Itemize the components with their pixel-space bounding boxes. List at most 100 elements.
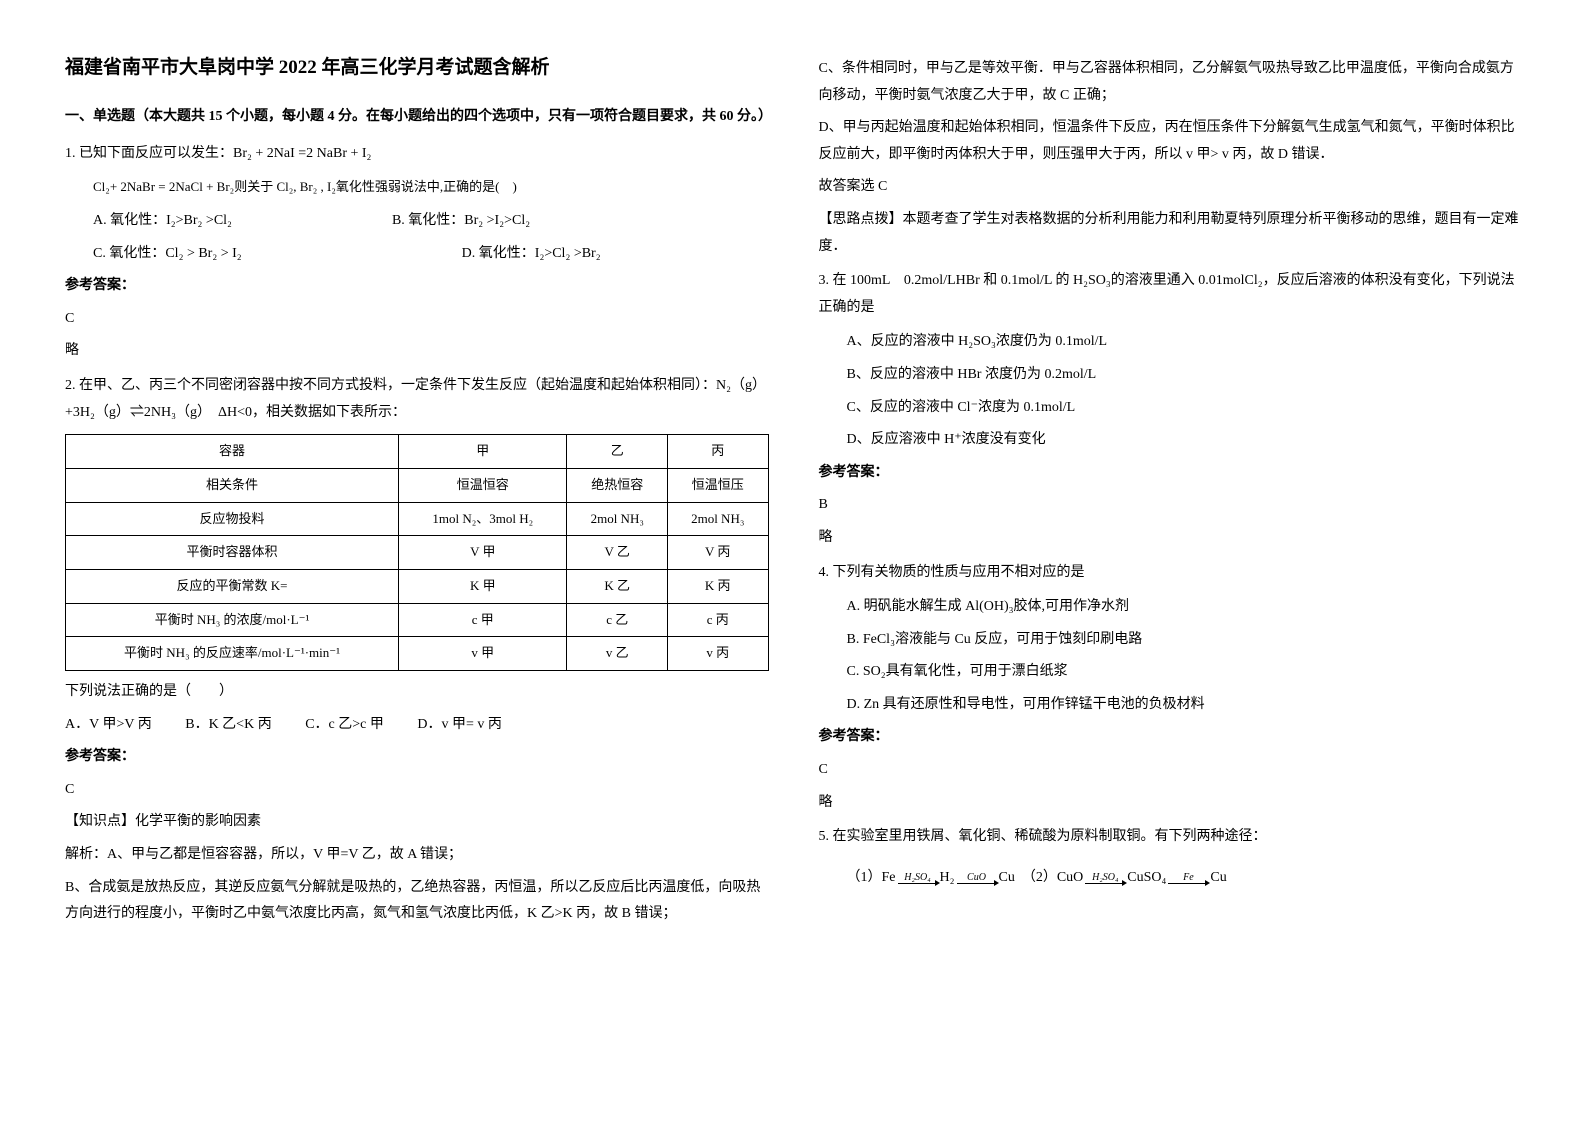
page-title: 福建省南平市大阜岗中学 2022 年高三化学月考试题含解析	[65, 50, 769, 86]
q1-options-row2: C. 氧化性：Cl₂ > Br₂ > I₂ D. 氧化性：I₂>Cl₂ >Br₂	[65, 241, 769, 268]
q1-note: 略	[65, 338, 769, 365]
q2-opt-b: B．K 乙<K 丙	[185, 712, 271, 739]
q3-note: 略	[819, 525, 1523, 552]
table-cell: V 丙	[667, 536, 768, 570]
section-header: 一、单选题（本大题共 15 个小题，每小题 4 分。在每小题给出的四个选项中，只…	[65, 104, 769, 131]
q2-opt-a: A．V 甲>V 丙	[65, 712, 152, 739]
q1-opt-d: D. 氧化性：I₂>Cl₂ >Br₂	[462, 241, 601, 268]
q4-stem: 4. 下列有关物质的性质与应用不相对应的是	[819, 560, 1523, 587]
q2-table: 容器甲乙丙 相关条件恒温恒容绝热恒容恒温恒压 反应物投料1mol N₂、3mol…	[65, 434, 769, 671]
arrow-label-cuo: CuO	[967, 873, 986, 883]
table-cell: 恒温恒容	[399, 468, 567, 502]
q4-opt-a: A. 明矾能水解生成 Al(OH)₃胶体,可用作净水剂	[819, 594, 1523, 621]
table-cell: 乙	[567, 435, 667, 469]
table-row: 平衡时 NH₃ 的反应速率/mol·L⁻¹·min⁻¹v 甲v 乙v 丙	[66, 637, 769, 671]
q4-opt-b: B. FeCl₃溶液能与 Cu 反应，可用于蚀刻印刷电路	[819, 627, 1523, 654]
q3-stem: 3. 在 100mL 0.2mol/LHBr 和 0.1mol/L 的 H₂SO…	[819, 268, 1523, 321]
table-cell: 甲	[399, 435, 567, 469]
table-cell: 平衡时 NH₃ 的反应速率/mol·L⁻¹·min⁻¹	[66, 637, 399, 671]
q1-opt-a: A. 氧化性：I₂>Br₂ >Cl₂	[93, 208, 232, 235]
table-cell: v 丙	[667, 637, 768, 671]
q4-opt-c: C. SO₂具有氧化性，可用于漂白纸浆	[819, 659, 1523, 686]
table-cell: 恒温恒压	[667, 468, 768, 502]
q4-opt-d: D. Zn 具有还原性和导电性，可用作锌锰干电池的负极材料	[819, 692, 1523, 719]
table-row: 平衡时容器体积V 甲V 乙V 丙	[66, 536, 769, 570]
table-cell: v 乙	[567, 637, 667, 671]
route2-mid: CuSO₄	[1127, 865, 1166, 892]
arrow-icon: H₂SO₄	[898, 873, 938, 884]
q2-explain-a: 解析：A、甲与乙都是恒容容器，所以，V 甲=V 乙，故 A 错误；	[65, 842, 769, 869]
route2-end: Cu	[1210, 865, 1226, 892]
q2-opt-d: D．v 甲= v 丙	[417, 712, 502, 739]
q3-opt-c: C、反应的溶液中 Cl⁻浓度为 0.1mol/L	[819, 395, 1523, 422]
left-column: 福建省南平市大阜岗中学 2022 年高三化学月考试题含解析 一、单选题（本大题共…	[40, 50, 794, 1072]
arrow-label-fe: Fe	[1183, 873, 1194, 883]
q1-opt-c: C. 氧化性：Cl₂ > Br₂ > I₂	[93, 241, 242, 268]
table-cell: V 甲	[399, 536, 567, 570]
table-row: 容器甲乙丙	[66, 435, 769, 469]
arrow-label-h2so4-2: H₂SO₄	[1092, 873, 1118, 883]
q2-hint: 【思路点拨】本题考查了学生对表格数据的分析利用能力和利用勒夏特列原理分析平衡移动…	[819, 207, 1523, 260]
answer-label-2: 参考答案：	[65, 744, 769, 771]
q1-line2: Cl₂+ 2NaBr = 2NaCl + Br₂则关于 Cl₂, Br₂ , I…	[65, 175, 769, 200]
q2-explain-c: C、条件相同时，甲与乙是等效平衡．甲与乙容器体积相同，乙分解氨气吸热导致乙比甲温…	[819, 56, 1523, 109]
q2-knowledge-point: 【知识点】化学平衡的影响因素	[65, 809, 769, 836]
table-cell: 反应的平衡常数 K=	[66, 569, 399, 603]
q2-explain-d: D、甲与丙起始温度和起始体积相同，恒温条件下反应，丙在恒压条件下分解氨气生成氢气…	[819, 115, 1523, 168]
table-cell: V 乙	[567, 536, 667, 570]
table-cell: 平衡时 NH₃ 的浓度/mol·L⁻¹	[66, 603, 399, 637]
table-cell: 平衡时容器体积	[66, 536, 399, 570]
table-cell: 容器	[66, 435, 399, 469]
table-cell: 2mol NH₃	[567, 502, 667, 536]
q2-answer: C	[65, 777, 769, 804]
table-row: 相关条件恒温恒容绝热恒容恒温恒压	[66, 468, 769, 502]
arrow-label-h2so4: H₂SO₄	[904, 873, 930, 883]
table-cell: 1mol N₂、3mol H₂	[399, 502, 567, 536]
table-cell: 绝热恒容	[567, 468, 667, 502]
arrow-icon: CuO	[957, 873, 997, 884]
table-cell: 2mol NH₃	[667, 502, 768, 536]
q3-opt-b: B、反应的溶液中 HBr 浓度仍为 0.2mol/L	[819, 362, 1523, 389]
table-cell: c 甲	[399, 603, 567, 637]
answer-label-1: 参考答案：	[65, 273, 769, 300]
table-row: 反应的平衡常数 K=K 甲K 乙K 丙	[66, 569, 769, 603]
q3-answer: B	[819, 492, 1523, 519]
q1-answer: C	[65, 306, 769, 333]
table-row: 反应物投料1mol N₂、3mol H₂2mol NH₃2mol NH₃	[66, 502, 769, 536]
table-cell: v 甲	[399, 637, 567, 671]
q5-routes: （1）Fe H₂SO₄ H₂ CuO Cu （2）CuO H₂SO₄ CuSO₄…	[819, 865, 1227, 892]
q2-explain-conclusion: 故答案选 C	[819, 174, 1523, 201]
table-cell: c 丙	[667, 603, 768, 637]
table-row: 平衡时 NH₃ 的浓度/mol·L⁻¹c 甲c 乙c 丙	[66, 603, 769, 637]
q2-stem: 2. 在甲、乙、丙三个不同密闭容器中按不同方式投料，一定条件下发生反应（起始温度…	[65, 373, 769, 426]
right-column: C、条件相同时，甲与乙是等效平衡．甲与乙容器体积相同，乙分解氨气吸热导致乙比甲温…	[794, 50, 1548, 1072]
table-cell: 相关条件	[66, 468, 399, 502]
route1-end-route2-start: Cu （2）CuO	[999, 865, 1084, 892]
arrow-icon: Fe	[1168, 873, 1208, 884]
table-cell: c 乙	[567, 603, 667, 637]
q5-stem: 5. 在实验室里用铁屑、氧化铜、稀硫酸为原料制取铜。有下列两种途径：	[819, 824, 1523, 851]
arrow-line-icon	[1085, 883, 1125, 884]
table-cell: 丙	[667, 435, 768, 469]
q2-opt-c: C．c 乙>c 甲	[305, 712, 384, 739]
q4-answer: C	[819, 757, 1523, 784]
q1-opt-b: B. 氧化性：Br₂ >I₂>Cl₂	[392, 208, 530, 235]
table-cell: K 丙	[667, 569, 768, 603]
arrow-icon: H₂SO₄	[1085, 873, 1125, 884]
table-cell: 反应物投料	[66, 502, 399, 536]
answer-label-4: 参考答案：	[819, 724, 1523, 751]
arrow-line-icon	[1168, 883, 1208, 884]
q4-note: 略	[819, 790, 1523, 817]
q3-opt-a: A、反应的溶液中 H₂SO₃浓度仍为 0.1mol/L	[819, 329, 1523, 356]
q2-options: A．V 甲>V 丙 B．K 乙<K 丙 C．c 乙>c 甲 D．v 甲= v 丙	[65, 712, 769, 739]
q1-options-row1: A. 氧化性：I₂>Br₂ >Cl₂ B. 氧化性：Br₂ >I₂>Cl₂	[65, 208, 769, 235]
table-cell: K 甲	[399, 569, 567, 603]
q2-after: 下列说法正确的是（ ）	[65, 679, 769, 706]
q3-opt-d: D、反应溶液中 H⁺浓度没有变化	[819, 427, 1523, 454]
route1-mid: H₂	[940, 865, 955, 892]
arrow-line-icon	[898, 883, 938, 884]
arrow-line-icon	[957, 883, 997, 884]
q1-stem: 1. 已知下面反应可以发生：Br₂ + 2NaI =2 NaBr + I₂	[65, 141, 769, 168]
route1-prefix: （1）Fe	[847, 865, 896, 892]
answer-label-3: 参考答案：	[819, 460, 1523, 487]
